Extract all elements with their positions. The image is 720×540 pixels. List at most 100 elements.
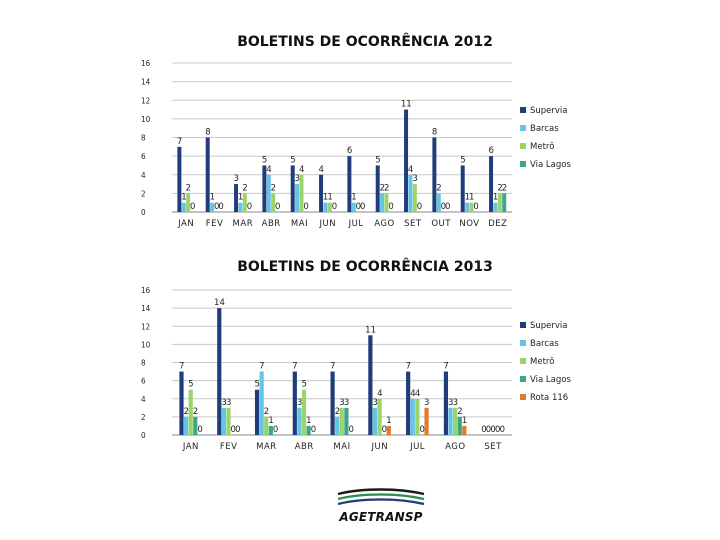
legend-label: Metrô [530, 356, 554, 367]
data-label: 0 [197, 425, 202, 435]
bar [295, 184, 300, 212]
data-label: 5 [188, 380, 193, 390]
legend-label: Supervia [530, 321, 568, 331]
x-tick-label: MAR [256, 442, 277, 452]
logo-text: AGETRANSP [339, 510, 423, 524]
data-label: 5 [302, 380, 307, 390]
bar [181, 202, 186, 212]
data-label: 4 [408, 165, 413, 175]
bar [327, 202, 332, 212]
data-label: 1 [238, 193, 243, 203]
bar [259, 371, 264, 435]
bar [368, 335, 373, 435]
data-label: 7 [292, 362, 297, 372]
data-label: 0 [382, 425, 387, 435]
y-tick-label: 2 [141, 189, 146, 198]
bar [380, 193, 385, 212]
y-tick-label: 12 [141, 96, 150, 105]
data-label: 0 [441, 202, 446, 212]
bar [262, 165, 267, 212]
data-label: 7 [177, 137, 182, 147]
bar [377, 398, 382, 435]
data-label: 1 [306, 416, 311, 426]
bar [497, 193, 502, 212]
bar [412, 184, 417, 212]
data-label: 3 [234, 174, 239, 184]
legend-swatch [520, 358, 526, 364]
x-tick-label: JAN [182, 442, 199, 452]
data-label: 3 [295, 174, 300, 184]
y-tick-label: 10 [141, 115, 151, 124]
legend-swatch [520, 161, 526, 167]
data-label: 0 [275, 202, 280, 212]
bar [234, 184, 239, 212]
data-label: 4 [319, 165, 324, 175]
data-label: 3 [226, 398, 231, 408]
bar [489, 156, 494, 212]
data-label: 6 [489, 146, 494, 156]
bar [408, 174, 413, 212]
legend-label: Via Lagos [530, 375, 571, 385]
data-label: 11 [365, 325, 376, 335]
data-label: 4 [299, 165, 304, 175]
data-label: 3 [221, 398, 226, 408]
data-label: 4 [410, 389, 415, 399]
data-label: 0 [500, 425, 505, 435]
agetransp-logo [334, 488, 428, 508]
legend-label: Supervia [530, 106, 568, 116]
legend-label: Via Lagos [530, 160, 571, 170]
data-label: 0 [490, 425, 495, 435]
data-label: 3 [412, 174, 417, 184]
chart-title: BOLETINS DE OCORRÊNCIA 2013 [237, 258, 493, 275]
data-label: 0 [360, 202, 365, 212]
data-label: 0 [481, 425, 486, 435]
data-label: 0 [486, 425, 491, 435]
x-tick-label: FEV [220, 442, 238, 452]
data-label: 5 [375, 155, 380, 165]
bar [292, 371, 297, 435]
bar [271, 193, 276, 212]
data-label: 2 [184, 407, 189, 417]
bar [443, 371, 449, 435]
data-label: 0 [473, 202, 478, 212]
bar [386, 425, 391, 435]
data-label: 2 [242, 183, 247, 193]
y-tick-label: 16 [141, 286, 151, 295]
y-tick-label: 14 [141, 78, 151, 87]
bar [415, 398, 420, 435]
data-label: 7 [179, 362, 184, 372]
data-label: 3 [453, 398, 458, 408]
data-label: 2 [436, 183, 441, 193]
data-label: 0 [214, 202, 219, 212]
bar [299, 174, 304, 212]
chart-2: BOLETINS DE OCORRÊNCIA 20130246810121416… [141, 258, 571, 452]
bar [460, 165, 465, 212]
data-label: 0 [273, 425, 278, 435]
legend-swatch [520, 107, 526, 113]
data-label: 0 [419, 425, 424, 435]
bar [448, 407, 453, 435]
data-label: 3 [372, 398, 377, 408]
data-label: 5 [460, 155, 465, 165]
x-tick-label: NOV [459, 219, 479, 229]
legend-swatch [520, 394, 526, 400]
y-tick-label: 4 [141, 171, 146, 180]
bar [217, 308, 222, 435]
legend-label: Rota 116 [530, 393, 568, 403]
data-label: 0 [303, 202, 308, 212]
bar [462, 425, 467, 435]
y-tick-label: 14 [141, 304, 151, 313]
data-label: 7 [259, 362, 264, 372]
x-tick-label: AGO [445, 442, 465, 452]
data-label: 3 [297, 398, 302, 408]
data-label: 0 [417, 202, 422, 212]
chart-title: BOLETINS DE OCORRÊNCIA 2012 [237, 33, 493, 50]
data-label: 0 [247, 202, 252, 212]
x-tick-label: SET [404, 219, 422, 229]
bar [323, 202, 328, 212]
y-tick-label: 2 [141, 413, 146, 422]
bar [372, 407, 378, 435]
data-label: 2 [457, 407, 462, 417]
data-label: 1 [462, 416, 467, 426]
